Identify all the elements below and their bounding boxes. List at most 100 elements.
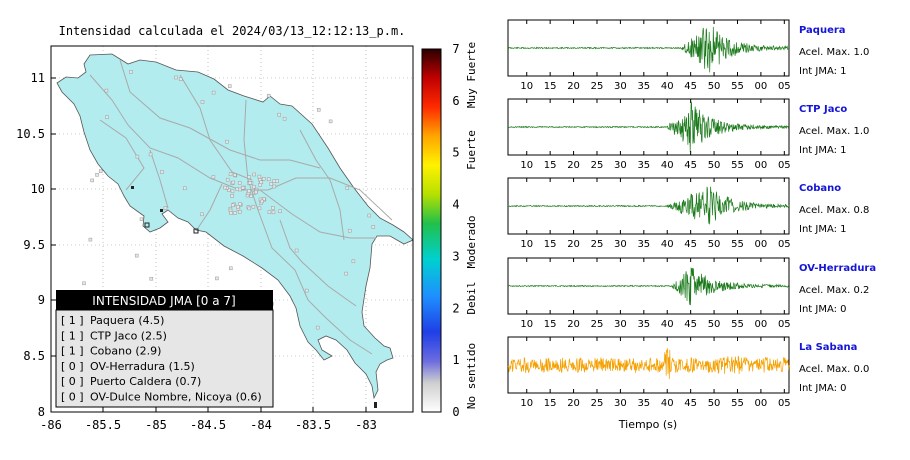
station-name: CTP Jaco [799, 104, 847, 115]
station-annotation: Int JMA: 1 [799, 224, 847, 235]
trace-x-tick-label: 45 [684, 398, 697, 409]
legend-jma: [ 1 ] [61, 314, 84, 327]
station-dot [134, 253, 139, 258]
station-dot [105, 115, 109, 119]
trace-x-tick-label: 30 [614, 398, 627, 409]
station-dot [238, 187, 242, 192]
legend-title: INTENSIDAD JMA [0 a 7] [92, 294, 235, 308]
colorbar-category: Fuerte [465, 130, 478, 170]
station-name: OV-Herradura [799, 263, 876, 274]
station-dot [183, 186, 187, 191]
trace-x-tick-label: 35 [637, 398, 650, 409]
colorbar-tick-label: 3 [452, 249, 459, 263]
station-dot [269, 182, 274, 186]
station-dot [233, 211, 237, 215]
station-dot [135, 154, 140, 159]
trace-x-tick-label: 20 [567, 319, 580, 330]
station-dot [271, 206, 275, 210]
trace-x-tick-label: 50 [708, 398, 721, 409]
trace-x-tick-label: 00 [755, 319, 768, 330]
station-dot [267, 210, 272, 214]
colorbar-scale [421, 48, 442, 413]
station-dot [247, 206, 252, 211]
station-dot [160, 170, 164, 174]
map-x-tick-label: -84.5 [190, 418, 226, 432]
station-dot [260, 199, 264, 204]
waveform-panel: 10 15 20 25 30 35 40 45 50 55 00 05 La Sabana Acel. M… [507, 336, 869, 409]
trace-x-tick-label: 35 [637, 160, 650, 171]
trace-x-tick-label: 00 [755, 160, 768, 171]
station-dot [211, 175, 216, 179]
trace-x-tick-label: 45 [684, 319, 697, 330]
station-dot [249, 194, 253, 198]
station-dot [82, 281, 86, 286]
station-dot [233, 173, 237, 177]
colorbar-category: Moderado [465, 216, 478, 269]
trace-x-tick-label: 35 [637, 319, 650, 330]
trace-x-tick-label: 50 [708, 81, 721, 92]
station-dot [254, 190, 258, 195]
trace-x-tick-label: 50 [708, 160, 721, 171]
station-annotation: Int JMA: 0 [799, 383, 847, 394]
trace-x-tick-label: 05 [778, 398, 791, 409]
waveform-trace [507, 186, 790, 225]
station-dot [174, 75, 178, 80]
station-dot [272, 179, 277, 183]
station-dot [275, 179, 279, 183]
station-dot [344, 271, 348, 276]
trace-x-tick-label: 20 [567, 239, 580, 250]
waveform-trace [507, 101, 790, 152]
station-annotation: Acel. Max. 1.0 [799, 47, 869, 58]
station-dot [236, 204, 240, 209]
station-dot [347, 228, 352, 233]
station-dot [259, 180, 264, 184]
station-dot [90, 178, 94, 183]
map-x-tick-label: -85 [145, 418, 167, 432]
legend-jma: [ 1 ] [61, 345, 84, 358]
legend-jma: [ 0 ] [61, 375, 84, 388]
trace-x-tick-label: 40 [661, 81, 674, 92]
station-dot [367, 213, 372, 218]
station-dot [215, 276, 219, 281]
station-dot [227, 84, 232, 88]
trace-x-tick-label: 15 [544, 239, 557, 250]
trace-x-tick-label: 15 [544, 160, 557, 171]
trace-x-tick-label: 50 [708, 319, 721, 330]
station-dot [229, 266, 233, 271]
trace-x-tick-label: 30 [614, 81, 627, 92]
trace-x-tick-label: 25 [591, 81, 604, 92]
trace-x-tick-label: 10 [520, 319, 533, 330]
trace-x-tick-label: 15 [544, 319, 557, 330]
station-dot [238, 210, 242, 214]
station-dot [139, 217, 144, 222]
legend-station: Paquera (4.5) [90, 314, 164, 327]
station-dot [230, 194, 234, 198]
trace-x-tick-label: 35 [637, 81, 650, 92]
station-dot [231, 203, 235, 207]
station-dot [315, 325, 320, 330]
station-dot [251, 204, 256, 209]
waveform-trace [507, 267, 789, 306]
station-dot [225, 177, 230, 182]
trace-x-tick-label: 40 [661, 398, 674, 409]
station-dot [231, 180, 236, 185]
map-title: Intensidad calculada el 2024/03/13_12:12… [59, 24, 406, 38]
station-dot [278, 209, 282, 213]
station-dot [223, 185, 227, 190]
trace-x-tick-label: 55 [731, 160, 744, 171]
station-dot [149, 276, 154, 281]
trace-x-tick-label: 40 [661, 239, 674, 250]
legend-items: [ 1 ] Paquera (4.5) [ 1 ] CTP Jaco (2.5) [ 1… [61, 314, 262, 404]
station-dot [248, 181, 252, 185]
trace-x-tick-label: 00 [755, 398, 768, 409]
map-x-tick-label: -83.5 [295, 418, 331, 432]
station-dot [266, 177, 271, 182]
station-dot [211, 90, 216, 95]
station-dot [225, 139, 229, 144]
map-frame [50, 45, 414, 413]
station-dot [95, 173, 99, 177]
station-dot [257, 174, 262, 179]
trace-x-tick-label: 55 [731, 81, 744, 92]
map-y-tick-label: 10.5 [16, 127, 45, 141]
legend-station: Cobano (2.9) [90, 345, 161, 358]
